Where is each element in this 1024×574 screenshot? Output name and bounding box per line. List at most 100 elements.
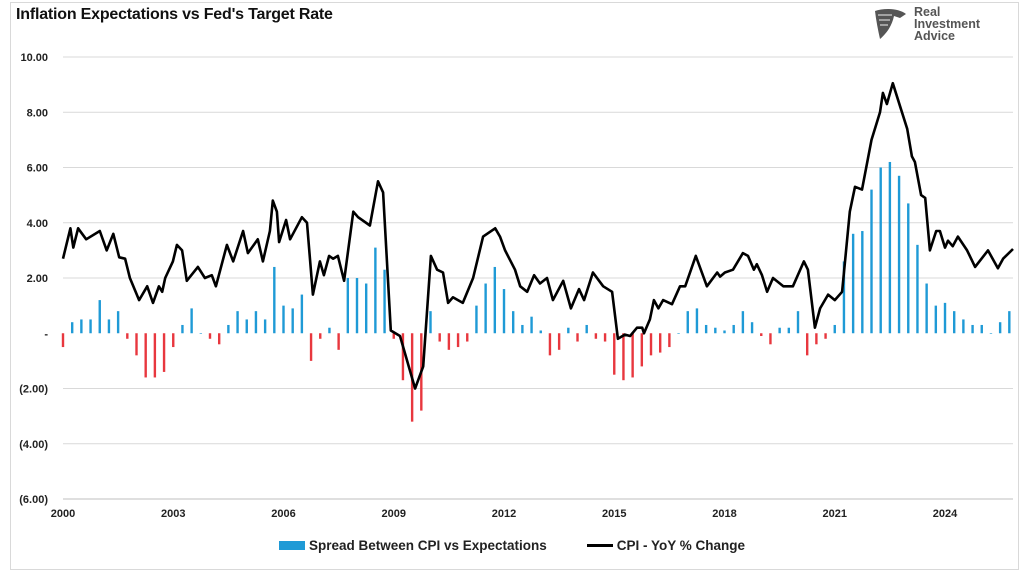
spread-bar xyxy=(824,333,827,339)
spread-bar xyxy=(851,233,855,334)
spread-bar xyxy=(778,327,781,334)
spread-bar xyxy=(989,333,993,334)
spread-bar xyxy=(971,324,974,334)
legend-label: CPI - YoY % Change xyxy=(616,538,746,553)
spread-bar xyxy=(631,333,634,378)
chart-title: Inflation Expectations vs Fed's Target R… xyxy=(16,6,333,23)
spread-bar xyxy=(658,333,662,353)
logo-text: Real Investment Advice xyxy=(914,5,980,43)
spread-bar xyxy=(475,305,478,334)
legend-item-cpi: CPI - YoY % Change xyxy=(586,538,746,553)
x-tick-label: 2021 xyxy=(823,508,847,520)
y-tick-label: 10.00 xyxy=(20,52,48,64)
spread-bar xyxy=(603,333,607,342)
spread-bar xyxy=(245,319,248,334)
spread-bar xyxy=(346,278,350,334)
y-tick-label: (4.00) xyxy=(19,439,48,451)
spread-bar xyxy=(429,311,432,334)
spread-bar xyxy=(236,311,239,334)
spread-bar xyxy=(162,333,166,372)
spread-bar xyxy=(309,333,313,361)
spread-bar xyxy=(217,333,221,345)
spread-bar xyxy=(750,322,754,334)
spread-bar xyxy=(704,324,708,334)
spread-bar xyxy=(613,333,616,375)
spread-bar xyxy=(861,231,864,334)
spread-bar xyxy=(511,311,515,334)
spread-bar xyxy=(364,283,368,334)
spread-bar xyxy=(328,327,331,334)
spread-bar xyxy=(805,333,809,356)
spread-bar xyxy=(668,333,671,348)
spread-bar xyxy=(943,302,947,334)
spread-bar xyxy=(254,311,258,334)
x-tick-label: 2006 xyxy=(271,508,295,520)
spread-bar xyxy=(153,333,157,378)
spread-bar xyxy=(594,333,598,339)
spread-bar xyxy=(144,333,147,378)
spread-bar xyxy=(466,333,469,342)
spread-bar xyxy=(190,308,193,334)
x-tick-label: 2024 xyxy=(933,508,958,520)
spread-bar xyxy=(181,324,184,334)
spread-bar xyxy=(686,311,689,334)
spread-bar xyxy=(337,333,340,350)
x-tick-label: 2009 xyxy=(382,508,406,520)
x-tick-label: 2000 xyxy=(51,508,75,520)
x-tick-label: 2015 xyxy=(602,508,626,520)
spread-bar xyxy=(640,333,644,367)
spread-bar xyxy=(998,322,1002,334)
y-tick-label: - xyxy=(44,328,48,340)
spread-bar xyxy=(116,311,120,334)
spread-bar xyxy=(649,333,653,356)
spread-bar xyxy=(695,308,699,334)
spread-bar xyxy=(273,266,276,334)
spread-bar xyxy=(980,324,983,334)
spread-bar xyxy=(962,319,965,334)
spread-bar xyxy=(98,300,101,334)
spread-bar xyxy=(732,324,735,334)
spread-bar xyxy=(907,203,910,334)
spread-bar xyxy=(300,294,304,334)
spread-bar xyxy=(392,333,395,339)
spread-bar xyxy=(502,289,506,334)
x-tick-label: 2003 xyxy=(161,508,185,520)
spread-bar xyxy=(227,324,230,334)
y-tick-label: (6.00) xyxy=(19,494,48,506)
spread-bar xyxy=(934,305,938,334)
spread-bar xyxy=(870,189,873,334)
spread-bar xyxy=(172,333,175,348)
spread-bar xyxy=(521,324,524,334)
spread-bar xyxy=(319,333,322,339)
spread-bar xyxy=(1008,311,1011,334)
spread-bar xyxy=(888,161,892,334)
spread-bar xyxy=(61,333,65,348)
spread-bar xyxy=(760,333,763,337)
y-tick-label: 8.00 xyxy=(27,107,48,119)
spread-bar xyxy=(199,333,203,334)
spread-bar xyxy=(208,333,212,339)
spread-bar xyxy=(456,333,460,348)
spread-bar xyxy=(126,333,129,339)
legend-swatch-line xyxy=(586,544,613,547)
spread-bar xyxy=(539,330,542,334)
spread-bar xyxy=(263,319,267,334)
spread-bar xyxy=(576,333,579,342)
spread-bar xyxy=(135,333,138,356)
y-tick-label: 6.00 xyxy=(27,163,48,175)
spread-bar xyxy=(401,333,405,381)
spread-bar xyxy=(622,333,625,381)
spread-bar xyxy=(282,305,285,334)
x-tick-label: 2018 xyxy=(712,508,736,520)
legend-item-spread: Spread Between CPI vs Expectations xyxy=(278,538,547,553)
eagle-shield-icon xyxy=(875,9,906,39)
spread-bar xyxy=(952,311,956,334)
spread-bar xyxy=(567,327,570,334)
spread-bar xyxy=(484,283,487,334)
spread-bar xyxy=(383,269,386,334)
legend-label: Spread Between CPI vs Expectations xyxy=(308,538,547,553)
spread-bar xyxy=(897,175,901,334)
legend: Spread Between CPI vs Expectations CPI -… xyxy=(0,538,1024,553)
x-tick-label: 2012 xyxy=(492,508,516,520)
